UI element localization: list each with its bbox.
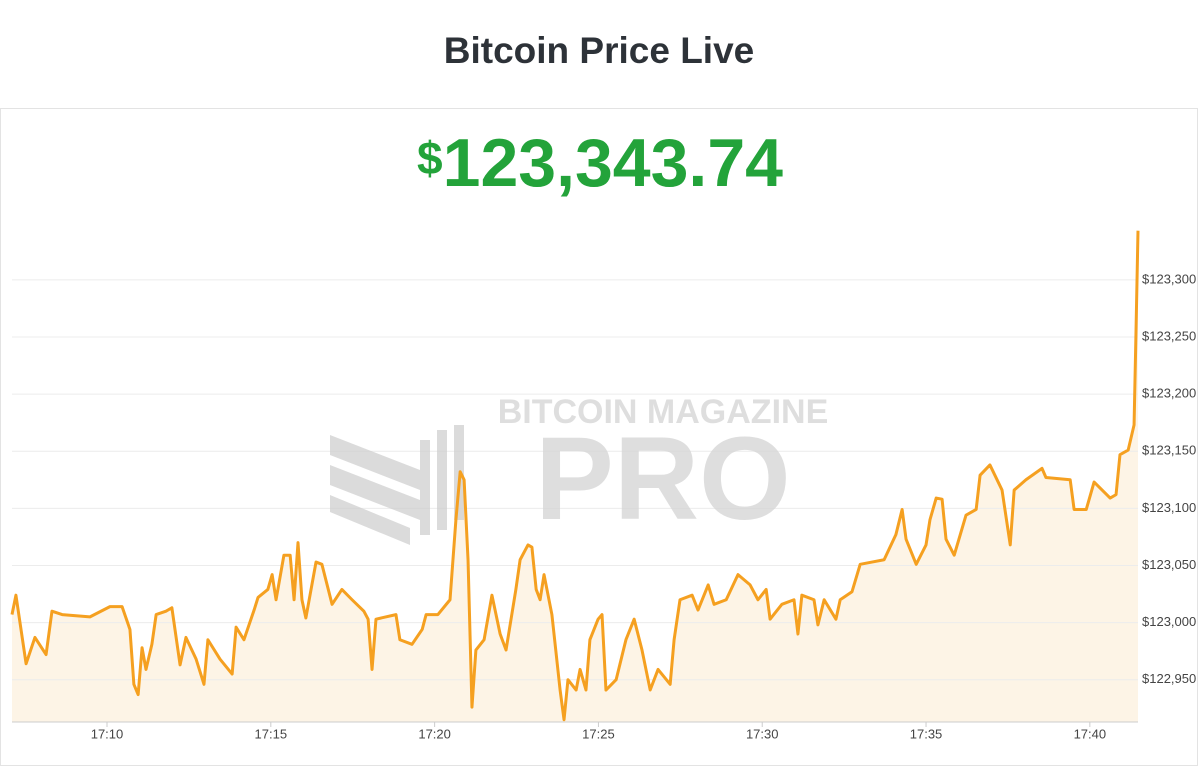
- y-tick-label: $122,950: [1142, 671, 1196, 686]
- x-tick-label: 17:40: [1074, 726, 1107, 741]
- price-symbol: $: [417, 132, 443, 184]
- y-tick-label: $123,000: [1142, 614, 1196, 629]
- watermark-top: BITCOIN MAGAZINE: [498, 393, 829, 431]
- grid: [12, 279, 1138, 681]
- y-tick-label: $123,100: [1142, 500, 1196, 515]
- y-tick-label: $123,200: [1142, 386, 1196, 401]
- watermark-main: PRO: [535, 413, 791, 545]
- watermark: BITCOIN MAGAZINE PRO: [330, 393, 828, 545]
- y-tick-label: $123,250: [1142, 328, 1196, 343]
- x-tick-label: 17:10: [91, 726, 124, 741]
- watermark-logo: [330, 425, 464, 545]
- page-title: Bitcoin Price Live: [444, 30, 755, 71]
- panel: [0, 108, 1198, 766]
- y-tick-label: $123,050: [1142, 557, 1196, 572]
- price-amount: 123,343.74: [443, 125, 784, 201]
- y-tick-label: $123,150: [1142, 443, 1196, 458]
- x-tick-label: 17:25: [582, 726, 615, 741]
- y-tick-label: $123,300: [1142, 271, 1196, 286]
- price-line: [10, 230, 1140, 722]
- x-tick-label: 17:35: [910, 726, 943, 741]
- x-tick-label: 17:15: [255, 726, 288, 741]
- price: $123,343.74: [417, 125, 783, 201]
- x-tick-label: 17:20: [418, 726, 451, 741]
- x-tick-label: 17:30: [746, 726, 779, 741]
